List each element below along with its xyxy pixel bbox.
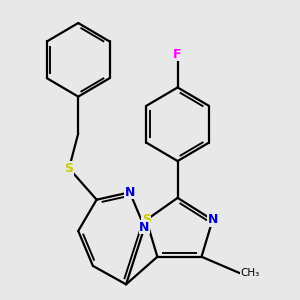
Text: S: S — [64, 162, 74, 175]
Text: N: N — [207, 213, 218, 226]
Text: F: F — [173, 48, 182, 61]
Text: S: S — [142, 213, 151, 226]
Text: N: N — [139, 221, 150, 234]
Text: CH₃: CH₃ — [240, 268, 260, 278]
Text: N: N — [124, 186, 135, 199]
